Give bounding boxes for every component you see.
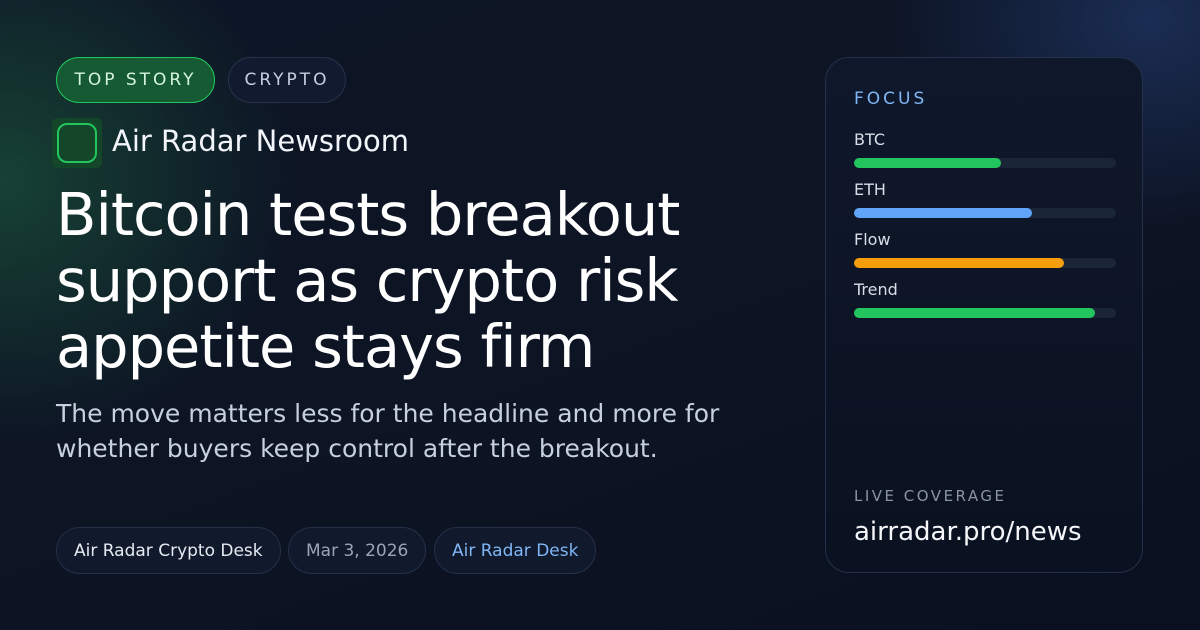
bar-label: Flow [854, 230, 891, 249]
live-coverage-label: LIVE COVERAGE [854, 487, 1007, 505]
bar-fill [854, 208, 1033, 218]
headline: Bitcoin tests breakout support as crypto… [56, 180, 680, 381]
focus-bar-btc: BTC [854, 130, 1116, 168]
bar-track [854, 258, 1116, 268]
focus-bar-flow: Flow [854, 230, 1116, 268]
focus-bar-eth: ETH [854, 180, 1116, 218]
bar-label: BTC [854, 130, 885, 149]
focus-bar-trend: Trend [854, 280, 1116, 318]
bar-track [854, 208, 1116, 218]
subheadline: The move matters less for the headline a… [56, 399, 720, 463]
desk-chip[interactable]: Air Radar Desk [434, 527, 597, 574]
bar-track [854, 158, 1116, 168]
focus-panel: FOCUS BTC ETH Flow Trend LIVE COVERAGE airr… [825, 57, 1143, 573]
bar-label: ETH [854, 180, 886, 199]
bar-fill [854, 308, 1096, 318]
bar-label: Trend [854, 280, 898, 299]
top-story-tag: TOP STORY [56, 57, 215, 103]
bar-fill [854, 158, 1001, 168]
date-chip: Mar 3, 2026 [288, 527, 427, 574]
author-chip: Air Radar Crypto Desk [56, 527, 281, 574]
brand-name: Air Radar Newsroom [112, 124, 410, 158]
panel-title: FOCUS [854, 89, 928, 109]
coverage-url[interactable]: airradar.pro/news [854, 517, 1082, 547]
bar-fill [854, 258, 1064, 268]
brand-logo-icon [52, 118, 102, 168]
bar-track [854, 308, 1116, 318]
category-tag[interactable]: CRYPTO [228, 57, 346, 103]
